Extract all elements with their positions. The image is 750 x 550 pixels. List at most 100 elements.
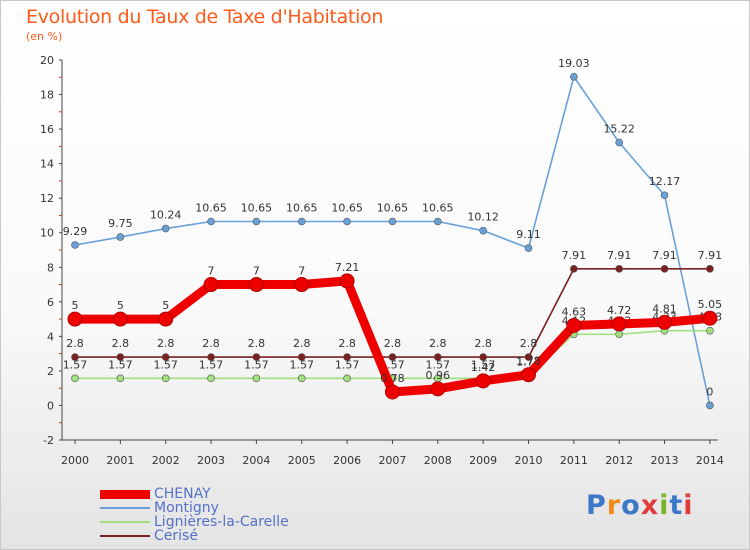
data-label-cerise: 2.8	[202, 337, 220, 350]
data-label-chenay: 4.81	[652, 302, 677, 315]
data-label-montigny: 10.65	[331, 202, 363, 215]
x-tick-label: 2004	[242, 454, 270, 467]
logo-letter: o	[621, 490, 641, 521]
y-tick-label: 0	[47, 399, 54, 412]
point-cerise	[71, 353, 79, 361]
data-label-chenay: 7	[253, 265, 260, 278]
point-chenay	[158, 311, 174, 327]
point-cerise	[207, 353, 215, 361]
data-label-cerise: 7.91	[562, 249, 587, 262]
point-chenay	[475, 373, 491, 389]
logo-letter: i	[683, 490, 694, 521]
point-cerise	[660, 265, 669, 273]
x-tick-label: 2009	[469, 454, 497, 467]
point-cerise	[297, 353, 306, 361]
logo-letter: r	[606, 490, 622, 521]
data-label-chenay: 0.78	[380, 372, 405, 385]
point-cerise	[252, 353, 261, 361]
point-chenay	[67, 311, 83, 327]
data-label-lignieres-la-carelle: 1.57	[426, 358, 451, 371]
data-label-chenay: 0.96	[426, 369, 451, 382]
data-label-montigny: 10.12	[467, 211, 499, 224]
x-tick-label: 2013	[651, 454, 679, 467]
data-label-montigny: 9.75	[108, 217, 133, 230]
point-chenay	[339, 273, 355, 289]
logo-letter: i	[659, 490, 670, 521]
x-tick-label: 2007	[378, 454, 406, 467]
point-montigny	[207, 217, 215, 226]
x-tick-label: 2005	[288, 454, 316, 467]
x-tick-label: 2002	[152, 454, 180, 467]
y-tick-label: 12	[40, 192, 54, 205]
x-tick-label: 2008	[424, 454, 452, 467]
point-montigny	[524, 244, 533, 252]
data-label-lignieres-la-carelle: 1.57	[244, 358, 269, 371]
point-cerise	[343, 353, 351, 361]
point-lignieres-la-carelle	[297, 374, 306, 383]
x-tick-label: 2006	[333, 454, 361, 467]
point-montigny	[615, 138, 624, 147]
y-tick-label: 18	[40, 89, 54, 102]
data-label-chenay: 5	[162, 299, 169, 312]
point-montigny	[433, 217, 442, 226]
point-chenay	[611, 316, 627, 332]
point-chenay	[112, 311, 128, 327]
logo-letter: x	[640, 490, 660, 521]
point-cerise	[161, 353, 170, 361]
data-label-cerise: 2.8	[248, 337, 266, 350]
logo-letter: P	[586, 490, 607, 521]
data-label-cerise: 2.8	[293, 337, 311, 350]
data-label-chenay: 5.05	[698, 298, 723, 311]
data-label-chenay: 5	[117, 299, 124, 312]
data-label-lignieres-la-carelle: 1.57	[153, 358, 178, 371]
point-chenay	[566, 317, 582, 333]
data-label-cerise: 7.91	[607, 249, 632, 262]
y-tick-label: 14	[40, 158, 54, 171]
data-label-montigny: 10.65	[286, 202, 318, 215]
point-cerise	[388, 353, 397, 361]
legend-item-cerise: Cerisé	[100, 529, 198, 543]
chart-title: Evolution du Taux de Taxe d'Habitation	[26, 6, 384, 28]
point-cerise	[433, 353, 442, 361]
data-label-chenay: 7	[208, 265, 215, 278]
point-lignieres-la-carelle	[116, 374, 125, 383]
data-label-chenay: 7	[298, 265, 305, 278]
data-label-cerise: 7.91	[698, 249, 723, 262]
point-lignieres-la-carelle	[706, 326, 714, 335]
legend-swatch-chenay	[100, 489, 150, 499]
x-tick-label: 2000	[61, 454, 89, 467]
data-label-montigny: 10.65	[195, 202, 227, 215]
point-montigny	[570, 72, 578, 81]
point-chenay	[702, 310, 718, 326]
y-tick-label: 16	[40, 123, 54, 136]
data-label-cerise: 2.8	[338, 337, 356, 350]
data-label-lignieres-la-carelle: 1.57	[199, 358, 224, 371]
point-lignieres-la-carelle	[343, 374, 351, 383]
chart-unit: (en %)	[26, 30, 63, 43]
data-label-montigny: 10.65	[422, 202, 454, 215]
point-lignieres-la-carelle	[71, 374, 79, 383]
data-label-montigny: 12.17	[649, 175, 681, 188]
x-tick-label: 2011	[560, 454, 588, 467]
point-montigny	[660, 191, 669, 200]
data-label-cerise: 7.91	[652, 249, 677, 262]
data-label-lignieres-la-carelle: 1.57	[290, 358, 315, 371]
point-lignieres-la-carelle	[252, 374, 261, 383]
y-tick-label: -2	[43, 434, 54, 447]
data-label-montigny: 9.29	[63, 225, 88, 238]
point-cerise	[524, 353, 533, 361]
legend-swatch-lignieres	[100, 521, 150, 523]
point-chenay	[430, 381, 446, 397]
data-label-chenay: 4.72	[607, 304, 632, 317]
y-tick-label: 20	[40, 54, 54, 67]
data-label-chenay: 1.78	[516, 355, 541, 368]
legend-item-montigny: Montigny	[100, 501, 219, 515]
data-label-chenay: 5	[72, 299, 79, 312]
data-label-montigny: 15.22	[603, 123, 635, 136]
point-chenay	[657, 314, 673, 330]
point-montigny	[479, 226, 487, 235]
data-label-montigny: 0	[706, 385, 713, 398]
y-tick-label: 10	[40, 227, 54, 240]
data-label-chenay: 4.63	[562, 305, 587, 318]
